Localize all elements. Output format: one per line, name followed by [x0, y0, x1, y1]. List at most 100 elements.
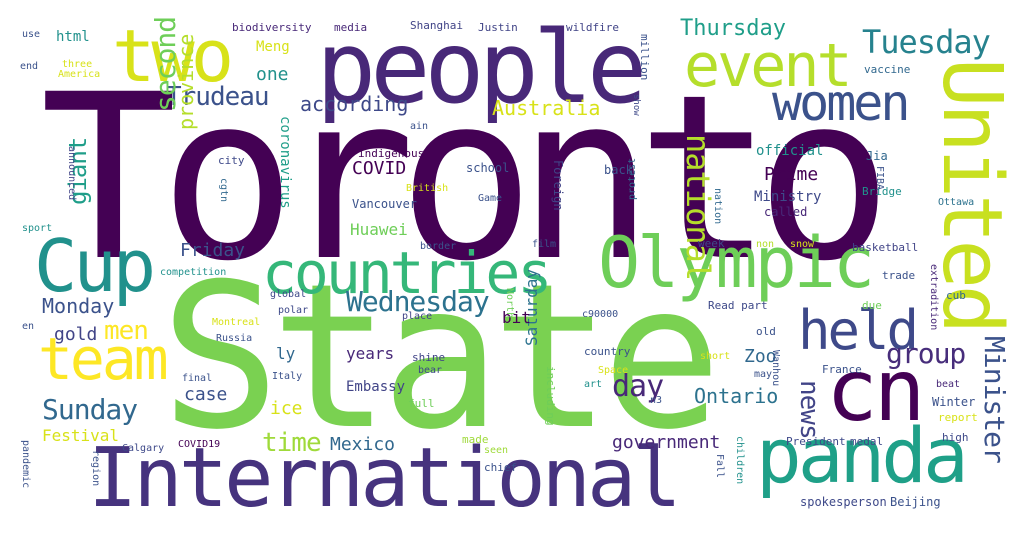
word: time: [262, 428, 322, 458]
word: Festival: [42, 426, 120, 445]
word: Foreign: [551, 160, 565, 211]
word: news: [794, 380, 824, 439]
word: week: [698, 237, 725, 250]
word: art: [584, 379, 603, 390]
word: global: [270, 289, 307, 300]
word: Trudeau: [166, 82, 270, 112]
word: cn: [826, 341, 926, 441]
word: women: [772, 74, 911, 132]
word: President: [786, 435, 846, 448]
word: province: [174, 33, 198, 130]
word: day: [612, 369, 664, 404]
word: polar: [278, 305, 309, 316]
word: Wednesday: [346, 285, 490, 318]
word: Ottawa: [938, 197, 975, 208]
word: Embassy: [346, 379, 406, 395]
word: shine: [412, 351, 446, 364]
word: Tuesday: [862, 23, 991, 61]
word: basketball: [852, 241, 919, 254]
word: chief: [484, 461, 518, 474]
word: Beijing: [890, 495, 941, 509]
word: event: [684, 31, 853, 101]
word: school: [466, 161, 510, 175]
word: three: [62, 59, 93, 70]
word: show: [631, 94, 641, 116]
word: Russia: [216, 333, 253, 344]
word: place: [402, 311, 433, 322]
word: coronavirus: [277, 116, 293, 209]
word: two: [112, 14, 234, 98]
word: snow: [790, 239, 815, 250]
word: United: [924, 58, 1019, 331]
word: film: [532, 239, 557, 250]
word: Vancouver: [352, 197, 418, 211]
word: case: [184, 384, 228, 405]
word: Minister: [978, 336, 1011, 463]
word: protest: [627, 157, 638, 200]
word: men: [104, 316, 149, 346]
word: use: [22, 29, 41, 40]
word: ice: [270, 398, 303, 419]
word: America: [58, 69, 101, 80]
word: vaccine: [864, 63, 911, 76]
word: indigenous: [358, 147, 425, 160]
word: Bridge: [862, 185, 902, 198]
word: end: [20, 61, 39, 72]
word: British: [406, 183, 449, 194]
word: called: [764, 205, 808, 219]
word: html: [56, 29, 90, 45]
word: COVID19: [178, 439, 221, 450]
word: report: [938, 411, 978, 424]
word: group: [886, 337, 966, 370]
word: Monday: [42, 294, 115, 318]
word: Australia: [492, 96, 601, 120]
word: seen: [484, 445, 509, 456]
word: sport: [22, 223, 53, 234]
word: non: [756, 239, 775, 250]
word: extradition: [928, 264, 939, 331]
word: Calgary: [122, 443, 165, 454]
word: Wanhou: [770, 350, 781, 387]
word: full: [408, 397, 435, 410]
word: bit: [502, 308, 531, 327]
word: high: [942, 431, 969, 444]
word: bear: [418, 365, 443, 376]
word: city: [218, 154, 245, 167]
word: Ontario: [694, 384, 779, 408]
word: back: [604, 163, 633, 177]
word: years: [346, 344, 395, 363]
word: spokesperson: [800, 495, 887, 509]
word: biodiversity: [232, 21, 312, 34]
word: Meng: [256, 39, 290, 55]
word: made: [462, 433, 489, 446]
word: Montreal: [212, 317, 261, 328]
word: due: [862, 299, 882, 312]
word: short: [700, 351, 731, 362]
word: final: [182, 373, 213, 384]
word: Game: [478, 193, 503, 204]
word: Toronto: [40, 45, 893, 311]
word: announced: [66, 146, 77, 201]
word: including: [544, 366, 557, 426]
word: people: [316, 9, 647, 126]
word: pandemic: [20, 440, 31, 489]
word: Italy: [272, 371, 303, 382]
word: panda: [756, 411, 969, 500]
word: Jia: [866, 149, 888, 163]
word: region: [90, 450, 101, 487]
word: Cup: [34, 224, 156, 308]
word: en: [22, 321, 35, 332]
word: team: [38, 325, 169, 393]
word: government: [612, 432, 721, 453]
word: country: [584, 345, 631, 358]
word: competition: [160, 267, 227, 278]
word: Huawei: [350, 220, 408, 239]
word: old: [756, 325, 776, 338]
word: Read part: [708, 299, 768, 312]
word: beat: [936, 379, 961, 390]
word: Ministry: [754, 189, 822, 205]
word: may: [754, 369, 773, 380]
word: Winter: [932, 395, 976, 409]
word: n3: [650, 395, 663, 406]
